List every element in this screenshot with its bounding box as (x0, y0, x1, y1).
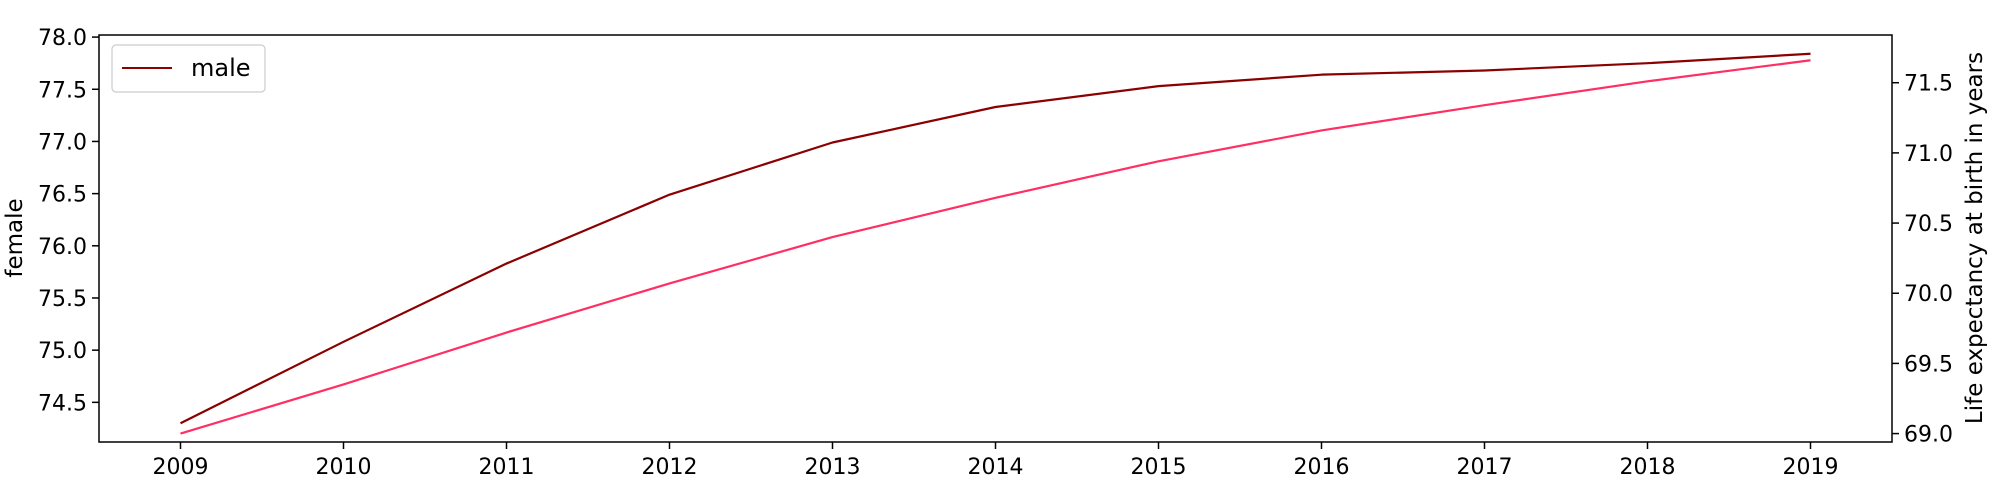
x-tick-label: 2014 (968, 455, 1024, 480)
legend-box (111, 44, 266, 93)
right-y-tick-label: 71.0 (1904, 142, 1953, 167)
x-tick-label: 2012 (642, 455, 698, 480)
x-tick-label: 2017 (1457, 455, 1513, 480)
x-tick-label: 2015 (1131, 455, 1187, 480)
left-y-tick-label: 75.5 (38, 287, 87, 312)
legend: male (111, 44, 266, 93)
series-line-male (180, 52, 1811, 425)
left-y-tick-label: 77.0 (38, 130, 87, 155)
x-axis: 2009 2010 2011 2012 2013 2014 2015 2016 2017 2018… (153, 442, 1839, 480)
right-y-axis: 69.0 69.5 70.0 70.5 71.0 71.5 (1892, 72, 1953, 448)
series-line-1 (180, 59, 1811, 435)
left-y-tick-label: 75.0 (38, 339, 87, 364)
left-y-tick-label: 78.0 (38, 26, 87, 51)
left-y-tick-label: 74.5 (38, 391, 87, 416)
x-tick-label: 2011 (479, 455, 535, 480)
x-tick-label: 2013 (805, 455, 861, 480)
x-tick-label: 2016 (1294, 455, 1350, 480)
right-y-tick-label: 70.0 (1904, 282, 1953, 307)
right-axis-title: Life expectancy at birth in years (1962, 52, 1988, 424)
x-tick-label: 2010 (316, 455, 372, 480)
right-y-tick-label: 69.0 (1904, 423, 1953, 448)
series-layer (180, 52, 1811, 435)
left-axis-title: female (2, 198, 28, 277)
left-y-tick-label: 76.5 (38, 183, 87, 208)
right-y-tick-label: 71.5 (1904, 72, 1953, 97)
x-tick-label: 2009 (153, 455, 209, 480)
x-tick-label: 2019 (1783, 455, 1839, 480)
left-y-tick-label: 76.0 (38, 235, 87, 260)
x-tick-label: 2018 (1620, 455, 1676, 480)
left-y-tick-label: 77.5 (38, 78, 87, 103)
right-y-tick-label: 70.5 (1904, 212, 1953, 237)
left-y-axis: 74.5 75.0 75.5 76.0 76.5 77.0 77.5 78.0 (38, 26, 99, 416)
legend-label-male: male (191, 54, 251, 82)
plot-frame (98, 34, 1893, 443)
right-y-tick-label: 69.5 (1904, 352, 1953, 377)
